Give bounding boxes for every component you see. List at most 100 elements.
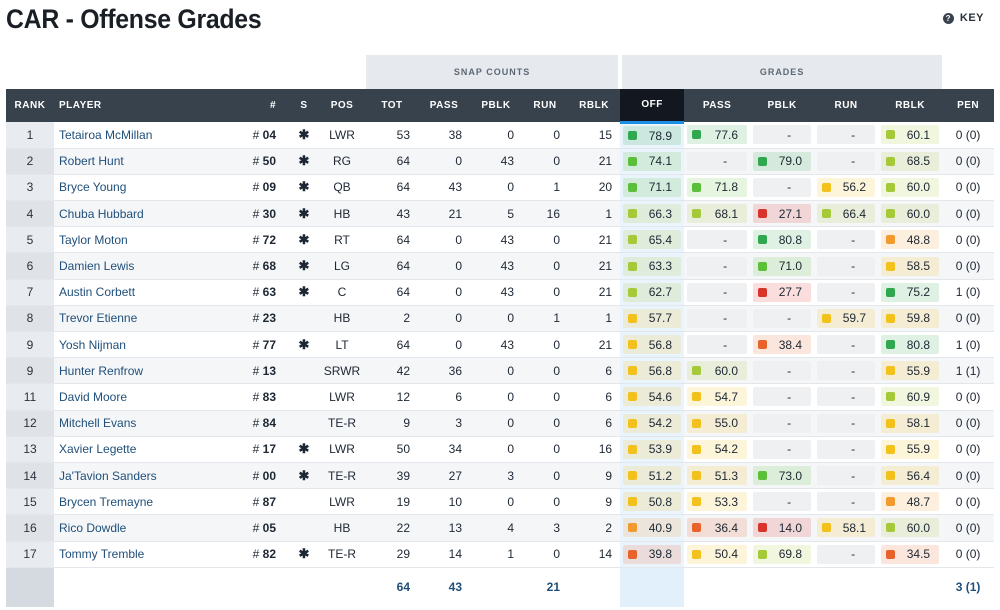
col-position[interactable]: POS bbox=[318, 89, 366, 122]
grade-value: 57.7 bbox=[648, 311, 673, 326]
grade-box: - bbox=[753, 177, 812, 197]
grade-box: - bbox=[687, 230, 748, 250]
snap-rblk: 21 bbox=[568, 226, 621, 254]
starter-icon: ✱ bbox=[290, 541, 318, 568]
snap-pass: 0 bbox=[418, 305, 470, 333]
snap-pass: 3 bbox=[418, 410, 470, 437]
snap-pblk: 1 bbox=[470, 541, 522, 568]
grade-offense: 57.7 bbox=[620, 305, 685, 333]
col-snap-pblk[interactable]: PBLK bbox=[470, 89, 522, 122]
player-link[interactable]: Mitchell Evans bbox=[54, 410, 230, 437]
col-grade-pass[interactable]: PASS bbox=[684, 89, 751, 122]
player-link[interactable]: Xavier Legette bbox=[54, 436, 230, 463]
player-link[interactable]: Chuba Hubbard bbox=[54, 200, 230, 228]
col-snap-total[interactable]: TOT bbox=[366, 89, 418, 122]
player-link[interactable]: Brycen Tremayne bbox=[54, 488, 230, 516]
col-starter[interactable]: S bbox=[290, 89, 318, 122]
col-snap-pass[interactable]: PASS bbox=[418, 89, 470, 122]
snap-pass: 38 bbox=[418, 122, 470, 149]
player-link[interactable]: Tommy Tremble bbox=[54, 541, 230, 568]
snap-pblk: 0 bbox=[470, 305, 522, 333]
penalties-cell: 0 (0) bbox=[942, 541, 995, 568]
snap-total: 64 bbox=[366, 148, 418, 175]
grade-rblk: 60.0 bbox=[878, 200, 943, 228]
grade-offense: 39.8 bbox=[620, 541, 685, 568]
player-link[interactable]: Rico Dowdle bbox=[54, 514, 230, 542]
snap-total: 2 bbox=[366, 305, 418, 333]
grade-box: 60.1 bbox=[881, 125, 940, 145]
total-rblk-snaps bbox=[568, 566, 621, 608]
table-row: 6 Damien Lewis # 68 ✱ LG 64 0 43 0 21 63… bbox=[6, 252, 995, 280]
jersey-number: # 13 bbox=[230, 357, 290, 385]
snap-total: 19 bbox=[366, 488, 418, 516]
grade-value: - bbox=[723, 154, 728, 169]
totals-rank-cell bbox=[6, 566, 54, 608]
snap-rblk: 1 bbox=[568, 200, 621, 228]
snap-total: 64 bbox=[366, 331, 418, 359]
player-link[interactable]: Ja'Tavion Sanders bbox=[54, 462, 230, 490]
player-link[interactable]: David Moore bbox=[54, 383, 230, 411]
grade-pass: - bbox=[684, 331, 751, 359]
position-cell: SRWR bbox=[318, 357, 366, 385]
jersey-number: # 04 bbox=[230, 122, 290, 149]
key-button[interactable]: ? KEY bbox=[942, 12, 984, 24]
grade-rblk: 60.9 bbox=[878, 383, 943, 411]
snap-pass: 27 bbox=[418, 462, 470, 490]
grade-box: 39.8 bbox=[623, 544, 682, 564]
position-cell: LG bbox=[318, 252, 366, 280]
snap-rblk: 21 bbox=[568, 148, 621, 175]
group-grades: GRADES bbox=[620, 55, 943, 89]
table-row: 3 Bryce Young # 09 ✱ QB 64 43 0 1 20 71.… bbox=[6, 174, 995, 202]
total-off-grade bbox=[620, 566, 685, 608]
col-grade-run[interactable]: RUN bbox=[814, 89, 879, 122]
hash-sign: # bbox=[252, 389, 260, 404]
total-penalties: 3 (1) bbox=[942, 566, 995, 608]
player-link[interactable]: Austin Corbett bbox=[54, 279, 230, 306]
grade-color-swatch bbox=[886, 366, 896, 376]
snap-pass: 10 bbox=[418, 488, 470, 516]
snap-pblk: 4 bbox=[470, 514, 522, 542]
grade-box: 75.2 bbox=[881, 282, 940, 302]
grade-color-swatch bbox=[628, 182, 638, 192]
col-grade-pblk[interactable]: PBLK bbox=[750, 89, 815, 122]
starter-icon: ✱ bbox=[290, 331, 318, 359]
grade-value: - bbox=[851, 154, 856, 169]
hash-sign: # bbox=[252, 206, 260, 221]
col-player[interactable]: PLAYER bbox=[54, 89, 230, 122]
grade-box: 60.0 bbox=[881, 518, 940, 538]
grade-box: 27.1 bbox=[753, 204, 812, 224]
col-snap-rblk[interactable]: RBLK bbox=[568, 89, 621, 122]
grade-value: 54.6 bbox=[648, 389, 673, 404]
grade-value: 60.1 bbox=[906, 127, 931, 142]
player-link[interactable]: Trevor Etienne bbox=[54, 305, 230, 333]
grade-pass: 53.3 bbox=[684, 488, 751, 516]
grade-pass: 51.3 bbox=[684, 462, 751, 490]
player-link[interactable]: Damien Lewis bbox=[54, 252, 230, 280]
snap-rblk: 21 bbox=[568, 279, 621, 306]
snap-rblk: 21 bbox=[568, 331, 621, 359]
player-link[interactable]: Tetairoa McMillan bbox=[54, 122, 230, 149]
grade-value: 58.5 bbox=[906, 259, 931, 274]
col-number[interactable]: # bbox=[230, 89, 290, 122]
grade-color-swatch bbox=[758, 261, 768, 271]
col-rank[interactable]: RANK bbox=[6, 89, 54, 122]
player-link[interactable]: Hunter Renfrow bbox=[54, 357, 230, 385]
player-link[interactable]: Yosh Nijman bbox=[54, 331, 230, 359]
grade-value: 78.9 bbox=[648, 128, 673, 143]
col-snap-run[interactable]: RUN bbox=[522, 89, 568, 122]
snap-run: 0 bbox=[522, 357, 568, 385]
col-grade-offense[interactable]: OFF bbox=[620, 89, 685, 124]
player-link[interactable]: Bryce Young bbox=[54, 174, 230, 202]
col-penalties[interactable]: PEN bbox=[942, 89, 995, 122]
grade-box: 38.4 bbox=[753, 335, 812, 355]
player-link[interactable]: Taylor Moton bbox=[54, 226, 230, 254]
grade-rblk: 55.9 bbox=[878, 357, 943, 385]
grade-box: 60.0 bbox=[881, 204, 940, 224]
col-grade-rblk[interactable]: RBLK bbox=[878, 89, 943, 122]
table-row: 9 Yosh Nijman # 77 ✱ LT 64 0 43 0 21 56.… bbox=[6, 331, 995, 359]
grade-value: 34.5 bbox=[906, 547, 931, 562]
player-link[interactable]: Robert Hunt bbox=[54, 148, 230, 175]
grade-box: - bbox=[753, 413, 812, 433]
group-spacer bbox=[942, 55, 994, 89]
grade-color-swatch bbox=[886, 418, 896, 428]
